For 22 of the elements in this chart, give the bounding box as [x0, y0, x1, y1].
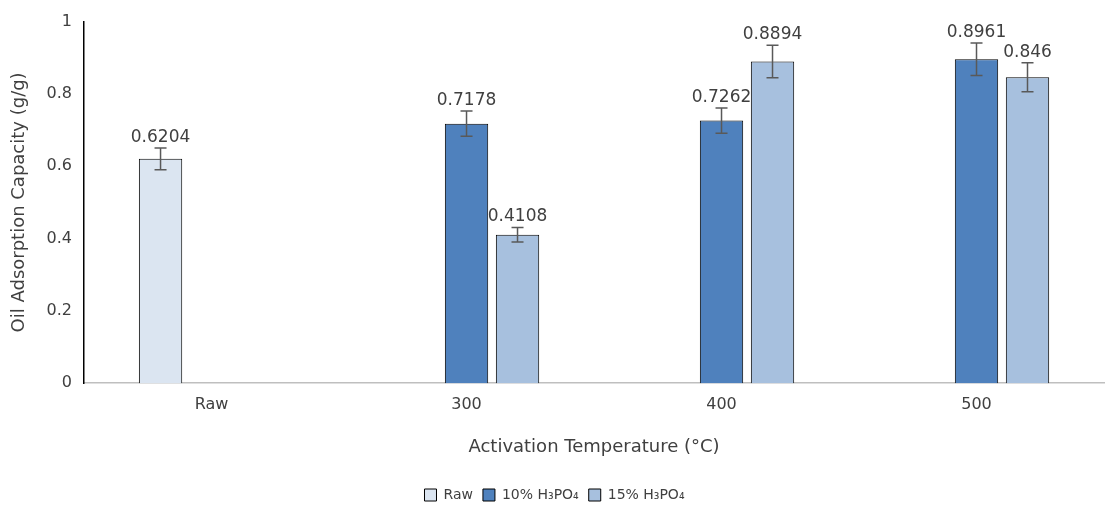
- y-tick-label: 1: [61, 10, 73, 30]
- data-label: 0.7262: [691, 85, 752, 106]
- data-label: 0.4108: [487, 205, 548, 226]
- y-axis-title: Oil Adsorption Capacity (g/g): [7, 72, 29, 333]
- legend-label: 15% H₃PO₄: [607, 485, 685, 502]
- data-label: 0.8894: [742, 23, 803, 44]
- legend-label: Raw: [443, 485, 473, 502]
- y-tick-label: 0.8: [46, 83, 73, 103]
- x-tick-label: 500: [961, 393, 992, 413]
- x-axis-title: Activation Temperature (°C): [468, 434, 720, 456]
- data-label: 0.6204: [130, 125, 191, 146]
- x-tick-label: Raw: [194, 393, 229, 413]
- x-tick-label: 300: [451, 393, 482, 413]
- data-label: 0.7178: [436, 88, 497, 109]
- legend-label: 10% H₃PO₄: [501, 485, 580, 502]
- data-label: 0.8961: [946, 20, 1007, 41]
- data-label: 0.846: [1003, 40, 1052, 61]
- x-tick-label: 400: [706, 393, 737, 413]
- y-tick-label: 0: [61, 372, 73, 392]
- y-tick-label: 0.2: [46, 300, 73, 320]
- y-tick-label: 0.6: [46, 155, 73, 175]
- y-tick-label: 0.4: [46, 227, 73, 247]
